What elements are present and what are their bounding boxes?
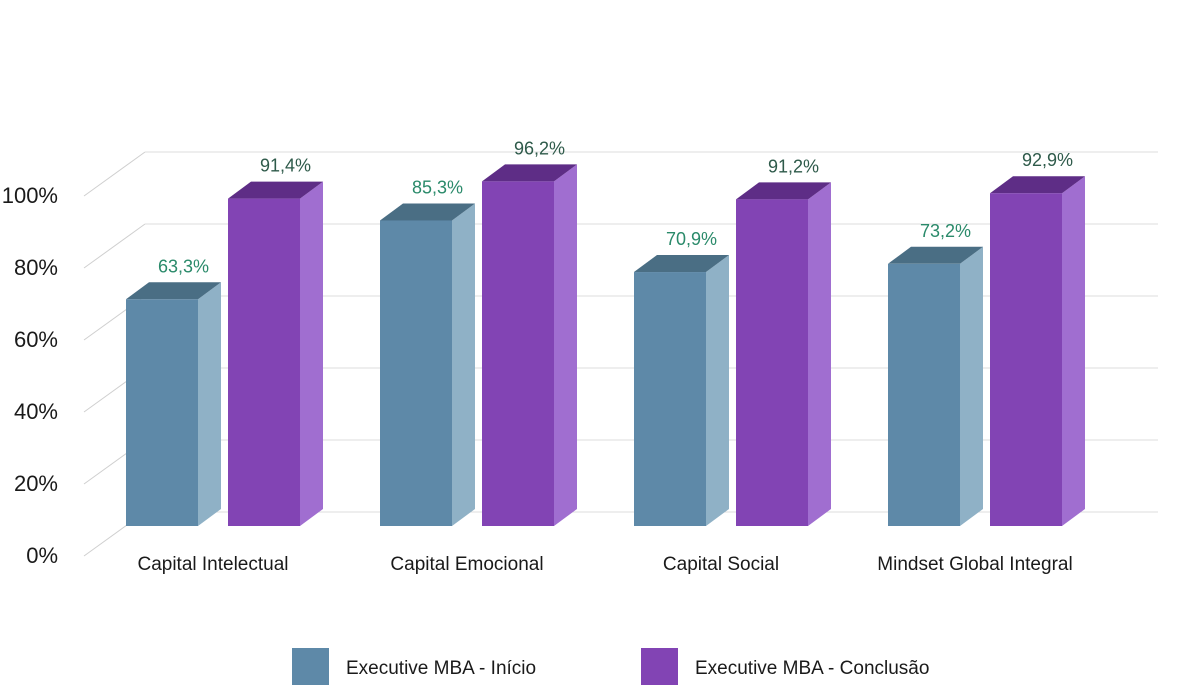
bar-top bbox=[888, 246, 983, 264]
bar-front bbox=[634, 272, 706, 526]
y-tick-label: 100% bbox=[2, 183, 58, 208]
category-label: Mindset Global Integral bbox=[877, 554, 1072, 575]
y-tick-label: 40% bbox=[14, 399, 58, 424]
bar bbox=[634, 255, 729, 526]
bar-front bbox=[990, 193, 1062, 527]
bar-top bbox=[126, 282, 221, 300]
bar-side bbox=[1062, 176, 1085, 527]
bar-top bbox=[228, 181, 323, 199]
x-axis-categories: Capital Intelectual Capital Emocional Capi… bbox=[137, 554, 1072, 575]
bar-top bbox=[634, 255, 729, 273]
legend-label: Executive MBA - Início bbox=[346, 658, 536, 679]
gridline-diagonal bbox=[83, 223, 146, 269]
bar-side bbox=[198, 282, 221, 526]
bars bbox=[126, 164, 1085, 527]
bar-top bbox=[380, 203, 475, 221]
legend: Executive MBA - Início Executive MBA - Co… bbox=[292, 648, 929, 685]
legend-item: Executive MBA - Início bbox=[292, 648, 536, 685]
bar bbox=[380, 203, 475, 527]
bar-top bbox=[482, 164, 577, 182]
bar-side bbox=[808, 182, 831, 526]
y-axis-ticks: 0% 20% 40% 60% 80% 100% bbox=[2, 183, 58, 568]
data-label: 63,3% bbox=[158, 256, 209, 276]
y-tick-label: 20% bbox=[14, 471, 58, 496]
data-label: 96,2% bbox=[514, 138, 565, 158]
bar-front bbox=[482, 181, 554, 526]
data-label: 73,2% bbox=[920, 221, 971, 241]
bar-front bbox=[888, 263, 960, 526]
gridline-diagonal bbox=[83, 151, 146, 197]
bar bbox=[736, 182, 831, 526]
bar-side bbox=[960, 246, 983, 526]
bar bbox=[888, 246, 983, 526]
data-label: 70,9% bbox=[666, 229, 717, 249]
bar-front bbox=[228, 198, 300, 526]
data-label: 85,3% bbox=[412, 177, 463, 197]
bar bbox=[228, 181, 323, 526]
bar-side bbox=[452, 203, 475, 527]
legend-swatch bbox=[641, 648, 678, 685]
legend-swatch bbox=[292, 648, 329, 685]
bar-front bbox=[380, 220, 452, 527]
bar-top bbox=[990, 176, 1085, 194]
category-label: Capital Emocional bbox=[390, 554, 543, 575]
bar-top bbox=[736, 182, 831, 200]
data-label: 91,4% bbox=[260, 156, 311, 176]
bar-side bbox=[554, 164, 577, 526]
legend-label: Executive MBA - Conclusão bbox=[695, 658, 929, 679]
bar-front bbox=[736, 199, 808, 526]
bar bbox=[990, 176, 1085, 527]
legend-item: Executive MBA - Conclusão bbox=[641, 648, 929, 685]
data-label: 92,9% bbox=[1022, 150, 1073, 170]
y-tick-label: 80% bbox=[14, 255, 58, 280]
bar-front bbox=[126, 299, 198, 526]
data-labels: 63,3% 91,4% 85,3% 96,2% 70,9% 91,2% 73,2% 92,9% bbox=[158, 138, 1073, 276]
y-tick-label: 60% bbox=[14, 327, 58, 352]
bar bbox=[482, 164, 577, 526]
y-tick-label: 0% bbox=[26, 543, 58, 568]
bar-side bbox=[706, 255, 729, 526]
bar bbox=[126, 282, 221, 526]
data-label: 91,2% bbox=[768, 156, 819, 176]
bar-side bbox=[300, 181, 323, 526]
category-label: Capital Intelectual bbox=[137, 554, 288, 575]
category-label: Capital Social bbox=[663, 554, 779, 575]
